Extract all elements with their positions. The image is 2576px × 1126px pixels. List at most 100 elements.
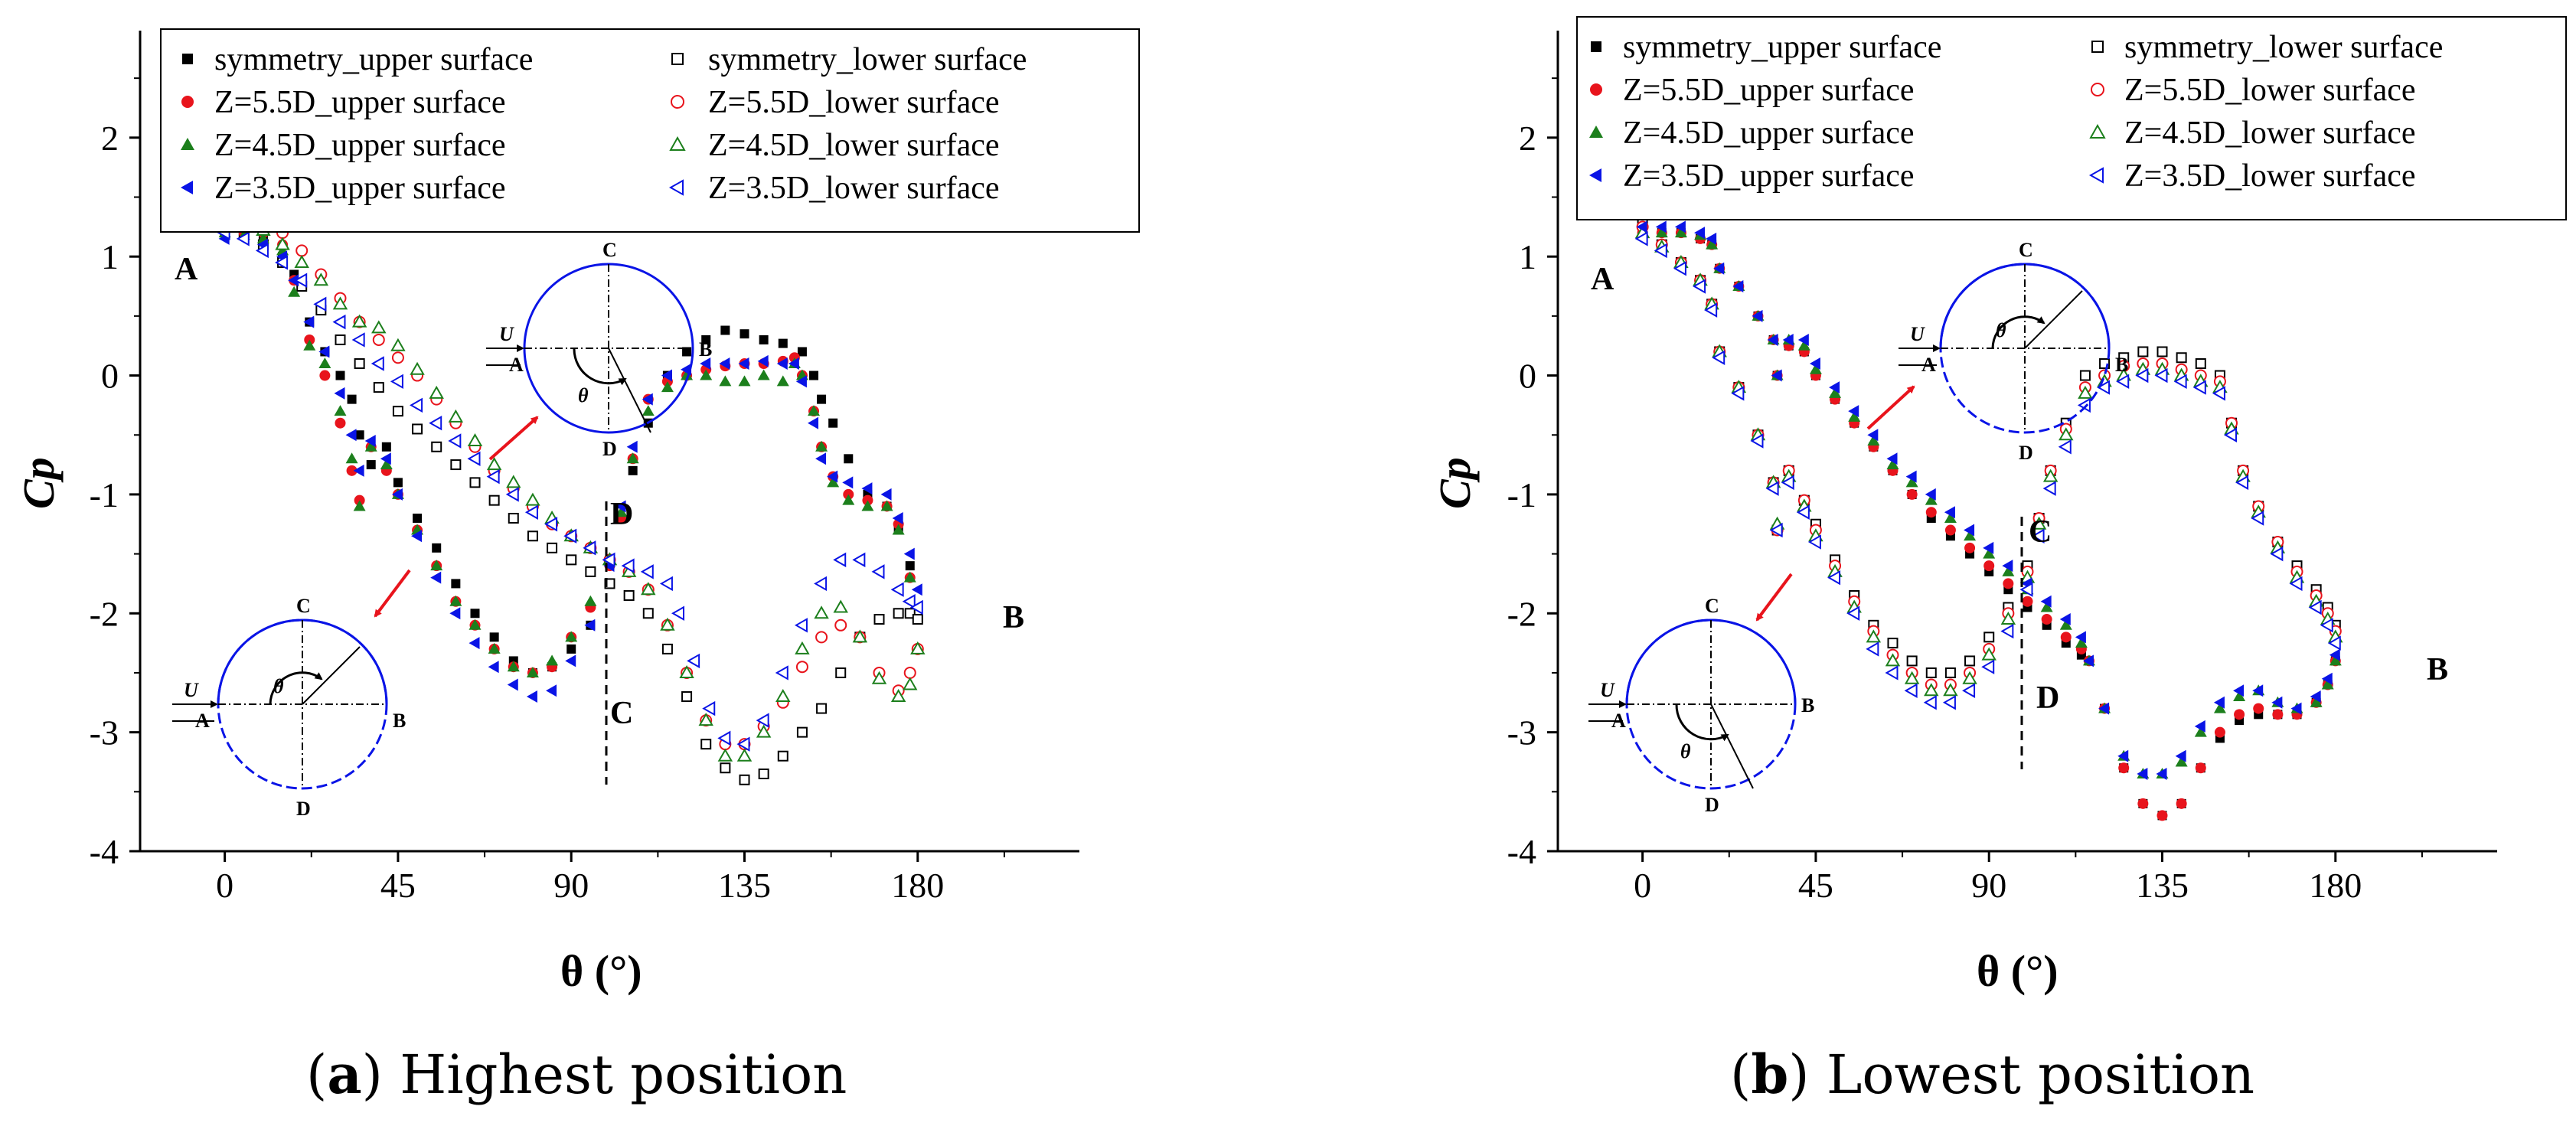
data-point (2252, 684, 2264, 697)
data-point (354, 430, 364, 440)
data-point (410, 361, 425, 375)
data-point (583, 540, 596, 556)
data-point (584, 618, 596, 632)
x-tick-label: 0 (216, 866, 233, 905)
data-point (719, 357, 730, 370)
legend-marker (2091, 83, 2104, 96)
data-point (817, 394, 827, 404)
data-point (827, 470, 838, 483)
data-point (873, 614, 885, 625)
inset-arrow-upper-b (1866, 385, 1915, 430)
data-point (1942, 695, 1956, 710)
data-point (2082, 654, 2094, 667)
data-point (2040, 601, 2053, 612)
inset-label-B: B (1801, 694, 1814, 716)
data-point (2137, 768, 2148, 781)
data-point (371, 320, 387, 334)
data-point (2214, 726, 2225, 738)
legend-entry-label: Z=4.5D_upper surface (1623, 116, 1915, 151)
data-point (507, 661, 520, 672)
legend-marker (1591, 41, 1601, 52)
data-point (861, 500, 874, 511)
data-point (1962, 683, 1976, 698)
y-tick-label: -4 (90, 832, 119, 871)
data-point (2194, 726, 2207, 737)
data-point (1866, 629, 1882, 643)
data-point (392, 406, 403, 417)
point-label-C: C (2029, 514, 2052, 550)
data-point (412, 423, 423, 435)
data-point (584, 595, 597, 606)
data-point (351, 314, 367, 328)
data-point (1905, 470, 1917, 483)
data-point (432, 543, 442, 553)
data-point (682, 347, 692, 357)
data-point (448, 409, 464, 423)
data-point (2042, 468, 2059, 482)
data-point (700, 739, 712, 750)
series-z-3-5d-upper-surface (1636, 220, 2340, 781)
data-point (354, 358, 365, 370)
y-tick-label: -1 (90, 475, 119, 514)
data-point (834, 618, 847, 632)
data-point (2251, 511, 2264, 526)
data-point (1943, 683, 1958, 697)
data-point (2117, 749, 2129, 762)
inset-label-C: C (296, 595, 311, 617)
legend-marker (2089, 123, 2106, 139)
data-point (486, 468, 500, 485)
data-point (488, 661, 499, 674)
chart-panel-b: 0 45 90 135 180 -4 -3 -2 -1 0 1 2 U A B C D θ (1430, 16, 2567, 1106)
inset-label-C: C (602, 239, 617, 261)
x-tick-label: 180 (2309, 866, 2362, 905)
data-point (661, 643, 673, 654)
data-point (815, 452, 827, 465)
data-point (2060, 632, 2072, 643)
data-point (1886, 459, 1899, 470)
data-point (797, 347, 807, 357)
data-point (2329, 648, 2340, 661)
data-point (641, 582, 656, 596)
data-point (505, 487, 519, 502)
data-point (380, 459, 393, 470)
data-point (642, 608, 654, 619)
data-point (681, 369, 694, 380)
data-point (814, 576, 828, 592)
data-point (2042, 481, 2056, 496)
data-point (795, 661, 808, 674)
data-point (1983, 632, 1995, 643)
data-point (335, 334, 346, 345)
data-point (506, 475, 521, 488)
data-point (756, 713, 769, 728)
point-label-C: C (610, 696, 633, 731)
legend-marker (181, 138, 194, 150)
data-point (2194, 720, 2205, 733)
legend-entry-label: Z=3.5D_lower surface (2124, 158, 2416, 194)
legend-entry-label: Z=3.5D_lower surface (708, 171, 1000, 206)
data-point (2097, 380, 2111, 395)
point-label-A: A (175, 252, 198, 287)
data-point (871, 671, 887, 684)
data-point (2213, 696, 2225, 709)
data-point (892, 524, 905, 535)
data-point (778, 338, 788, 348)
data-point (1781, 475, 1794, 491)
data-point (303, 315, 315, 328)
x-tick-label: 0 (1634, 866, 1651, 905)
legend-entry-label: Z=5.5D_lower surface (708, 85, 1000, 120)
data-point (615, 500, 626, 513)
y-tick-label: -3 (90, 713, 119, 752)
data-point (903, 547, 915, 560)
data-point (903, 571, 916, 583)
data-point (371, 356, 384, 371)
data-point (1923, 695, 1937, 710)
data-point (1906, 488, 1918, 500)
data-point (488, 642, 501, 654)
data-point (2059, 618, 2072, 630)
data-point (842, 476, 854, 489)
data-point (795, 641, 810, 654)
data-point (626, 440, 638, 453)
data-point (1771, 369, 1782, 382)
data-point (2253, 703, 2264, 714)
data-point (2175, 756, 2188, 767)
